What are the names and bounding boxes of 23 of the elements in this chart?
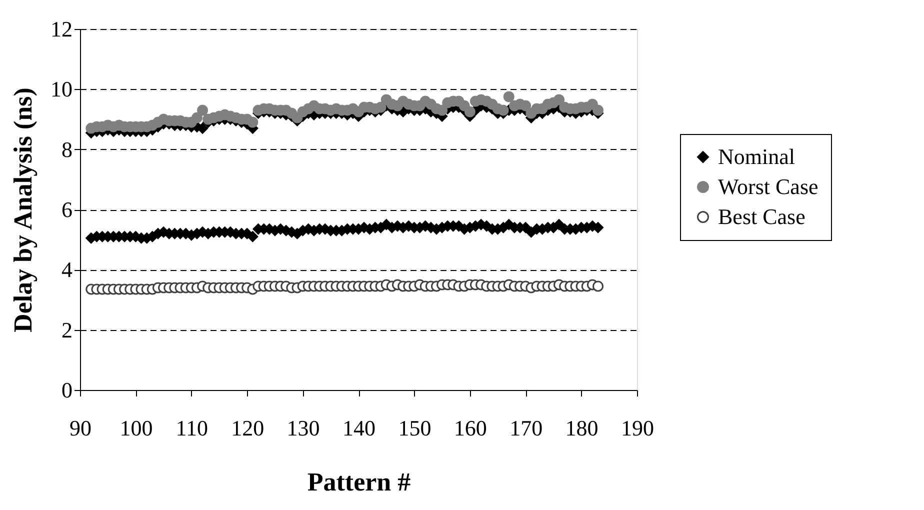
x-tick-label: 190 (621, 416, 654, 440)
x-tick-label: 100 (120, 416, 153, 440)
x-tick-label: 180 (565, 416, 598, 440)
x-tick-label: 110 (176, 416, 208, 440)
y-axis-title: Delay by Analysis (ns) (8, 88, 38, 332)
legend-label: Worst Case (718, 174, 818, 199)
y-tick-label: 8 (62, 136, 72, 162)
y-tick-label: 12 (50, 16, 72, 42)
legend-label: Nominal (718, 144, 795, 169)
x-tick-label: 160 (454, 416, 487, 440)
y-tick-label: 2 (62, 317, 72, 342)
y-tick-label: 10 (50, 76, 72, 102)
x-tick-label: 90 (70, 416, 92, 440)
x-tick-label: 140 (342, 416, 376, 440)
x-tick-label: 150 (398, 416, 432, 440)
y-tick-label: 4 (62, 257, 72, 282)
x-tick-label: 170 (510, 416, 543, 440)
y-tick-label: 0 (62, 378, 72, 402)
legend-label: Best Case (718, 204, 806, 229)
x-tick-label: 130 (286, 416, 320, 440)
x-tick-label: 120 (231, 416, 264, 440)
y-tick-label: 6 (62, 197, 72, 222)
x-axis-title: Pattern # (307, 468, 411, 496)
